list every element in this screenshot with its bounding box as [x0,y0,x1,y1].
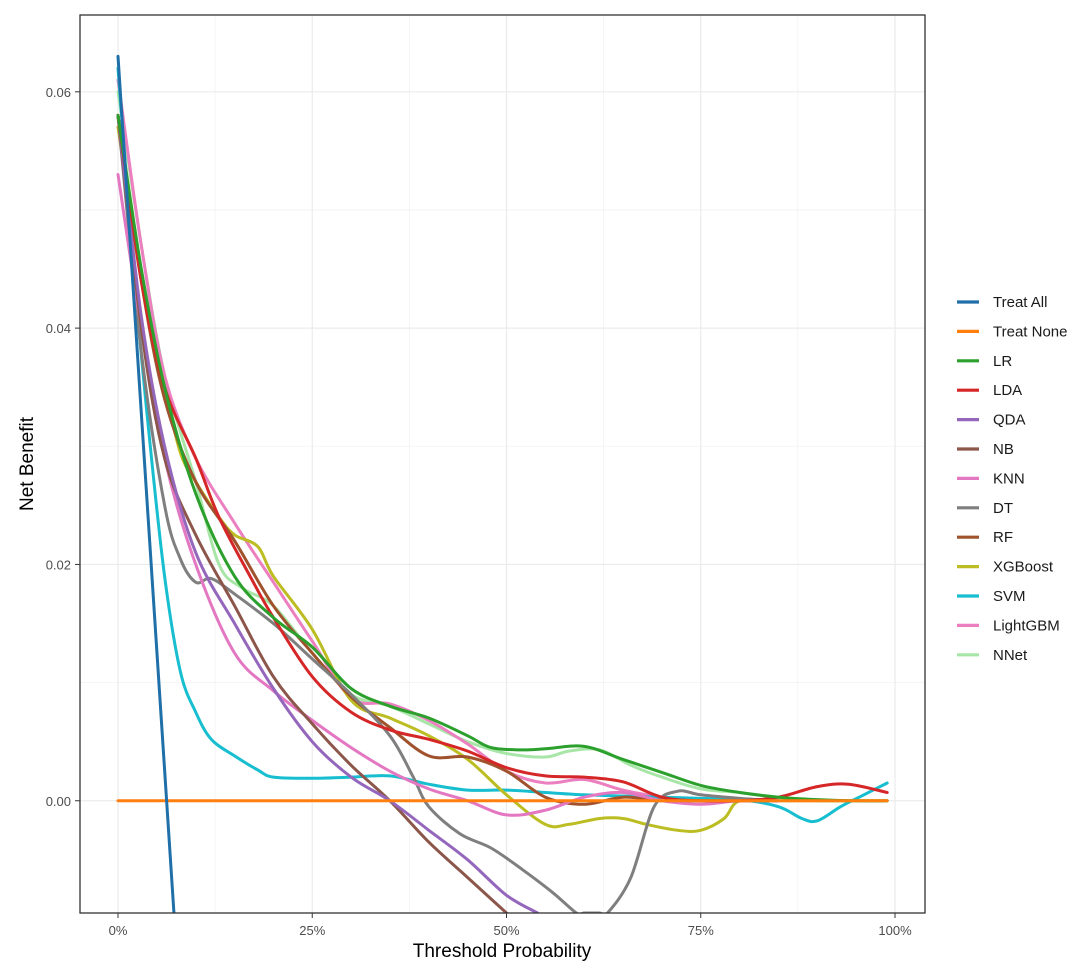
series-line-lr [116,113,889,803]
legend-item-xgboost: XGBoost [957,559,1054,576]
series-line-nb [116,113,508,913]
legend-item-nb: NB [957,441,1014,458]
plot-panel-border [79,14,926,914]
grid-minor [80,15,925,913]
grid-major [80,15,925,913]
x-axis-title: Threshold Probability [413,941,592,962]
legend-label: XGBoost [993,559,1054,576]
series-lines [116,54,889,913]
x-axis: 0% 25% 50% 75% 100% [109,913,912,938]
legend-label: KNN [993,470,1025,487]
series-line-dt [116,113,780,913]
series-line-qda [116,113,540,913]
legend-item-treat-none: Treat None [957,323,1067,340]
series-line-treat-all [116,54,176,913]
y-axis-title: Net Benefit [17,416,38,511]
x-tick-label: 50% [493,923,519,938]
x-tick-label: 100% [878,923,912,938]
legend: Treat All Treat None LR LDA QDA NB KNN DT RF XGBo… [957,294,1067,664]
legend-item-dt: DT [957,500,1013,517]
y-tick-label: 0.02 [46,557,71,572]
legend-label: LR [993,353,1012,370]
legend-item-lr: LR [957,353,1012,370]
series-line-nnet [116,90,889,803]
legend-label: RF [993,529,1013,546]
legend-label: LightGBM [993,617,1060,634]
legend-label: Treat None [993,323,1067,340]
legend-item-lightgbm: LightGBM [957,617,1060,634]
legend-label: DT [993,500,1013,517]
legend-label: NB [993,441,1014,458]
legend-label: LDA [993,382,1022,399]
legend-item-qda: QDA [957,412,1026,429]
legend-item-svm: SVM [957,588,1026,605]
x-tick-label: 75% [688,923,714,938]
legend-item-nnet: NNet [957,647,1028,664]
y-axis: 0.00 0.02 0.04 0.06 [46,85,80,809]
legend-label: NNet [993,647,1028,664]
legend-label: Treat All [993,294,1047,311]
legend-label: SVM [993,588,1026,605]
y-tick-label: 0.06 [46,85,71,100]
legend-label: QDA [993,412,1026,429]
legend-item-knn: KNN [957,470,1025,487]
legend-item-lda: LDA [957,382,1022,399]
y-tick-label: 0.04 [46,321,71,336]
x-tick-label: 25% [299,923,325,938]
legend-item-treat-all: Treat All [957,294,1047,311]
x-tick-label: 0% [109,923,128,938]
y-tick-label: 0.00 [46,794,71,809]
legend-item-rf: RF [957,529,1013,546]
